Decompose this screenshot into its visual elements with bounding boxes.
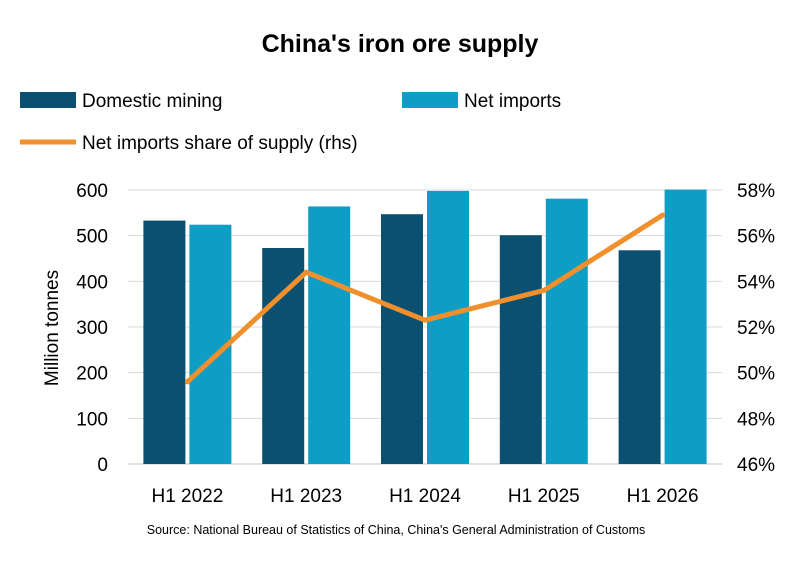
line-net-imports-share-of-supply-rhs <box>184 212 666 385</box>
y2-tick-label: 58% <box>737 181 775 202</box>
y-axis-title: Million tonnes <box>42 270 63 386</box>
y-tick-label: 200 <box>76 364 108 385</box>
bar-domestic-mining <box>262 247 305 464</box>
y2-tick-label: 52% <box>737 318 775 339</box>
chart-title: China's iron ore supply <box>262 30 539 58</box>
legend-label-domestic-mining: Domestic mining <box>82 91 222 112</box>
line-point <box>303 269 309 275</box>
y2-tick-label: 50% <box>737 364 775 385</box>
line-point <box>541 287 547 293</box>
y2-tick-label: 46% <box>737 455 775 476</box>
legend-label-net-imports: Net imports <box>464 91 561 112</box>
line-point <box>660 212 666 218</box>
y-tick-label: 400 <box>76 272 108 293</box>
legend: Domestic mining Net imports Net imports … <box>20 91 561 154</box>
y-tick-label: 600 <box>76 181 108 202</box>
x-tick-label: H1 2026 <box>627 486 699 507</box>
bar-net-imports <box>427 190 469 464</box>
y2-tick-label: 54% <box>737 272 775 293</box>
line-point <box>422 317 428 323</box>
bars <box>143 189 707 464</box>
bar-net-imports <box>545 198 588 464</box>
share-line-series <box>184 212 666 385</box>
y-tick-label: 0 <box>97 455 108 476</box>
y-tick-label: 100 <box>76 409 108 430</box>
legend-label-imports-share: Net imports share of supply (rhs) <box>82 133 358 154</box>
legend-swatch-domestic-mining <box>20 92 76 108</box>
bar-domestic-mining <box>143 220 186 464</box>
category-axis-ticks: H1 2022 H1 2023 H1 2024 H1 2025 H1 2026 <box>151 486 698 507</box>
legend-swatch-net-imports <box>402 92 458 108</box>
x-tick-label: H1 2024 <box>389 486 461 507</box>
bar-domestic-mining <box>499 235 542 464</box>
y-tick-label: 300 <box>76 318 108 339</box>
y-tick-label: 500 <box>76 227 108 248</box>
x-tick-label: H1 2025 <box>508 486 580 507</box>
x-tick-label: H1 2022 <box>151 486 223 507</box>
left-axis-ticks: 0 100 200 300 400 500 600 <box>76 181 108 476</box>
y2-tick-label: 48% <box>737 409 775 430</box>
line-point <box>184 379 190 385</box>
right-axis-ticks: 46% 48% 50% 52% 54% 56% 58% <box>737 181 775 476</box>
x-tick-label: H1 2023 <box>270 486 342 507</box>
bar-domestic-mining <box>381 214 423 464</box>
bar-domestic-mining <box>618 250 661 464</box>
y2-tick-label: 56% <box>737 227 775 248</box>
bar-net-imports <box>308 206 351 464</box>
source-note: Source: National Bureau of Statistics of… <box>147 523 645 537</box>
bar-net-imports <box>664 189 707 464</box>
